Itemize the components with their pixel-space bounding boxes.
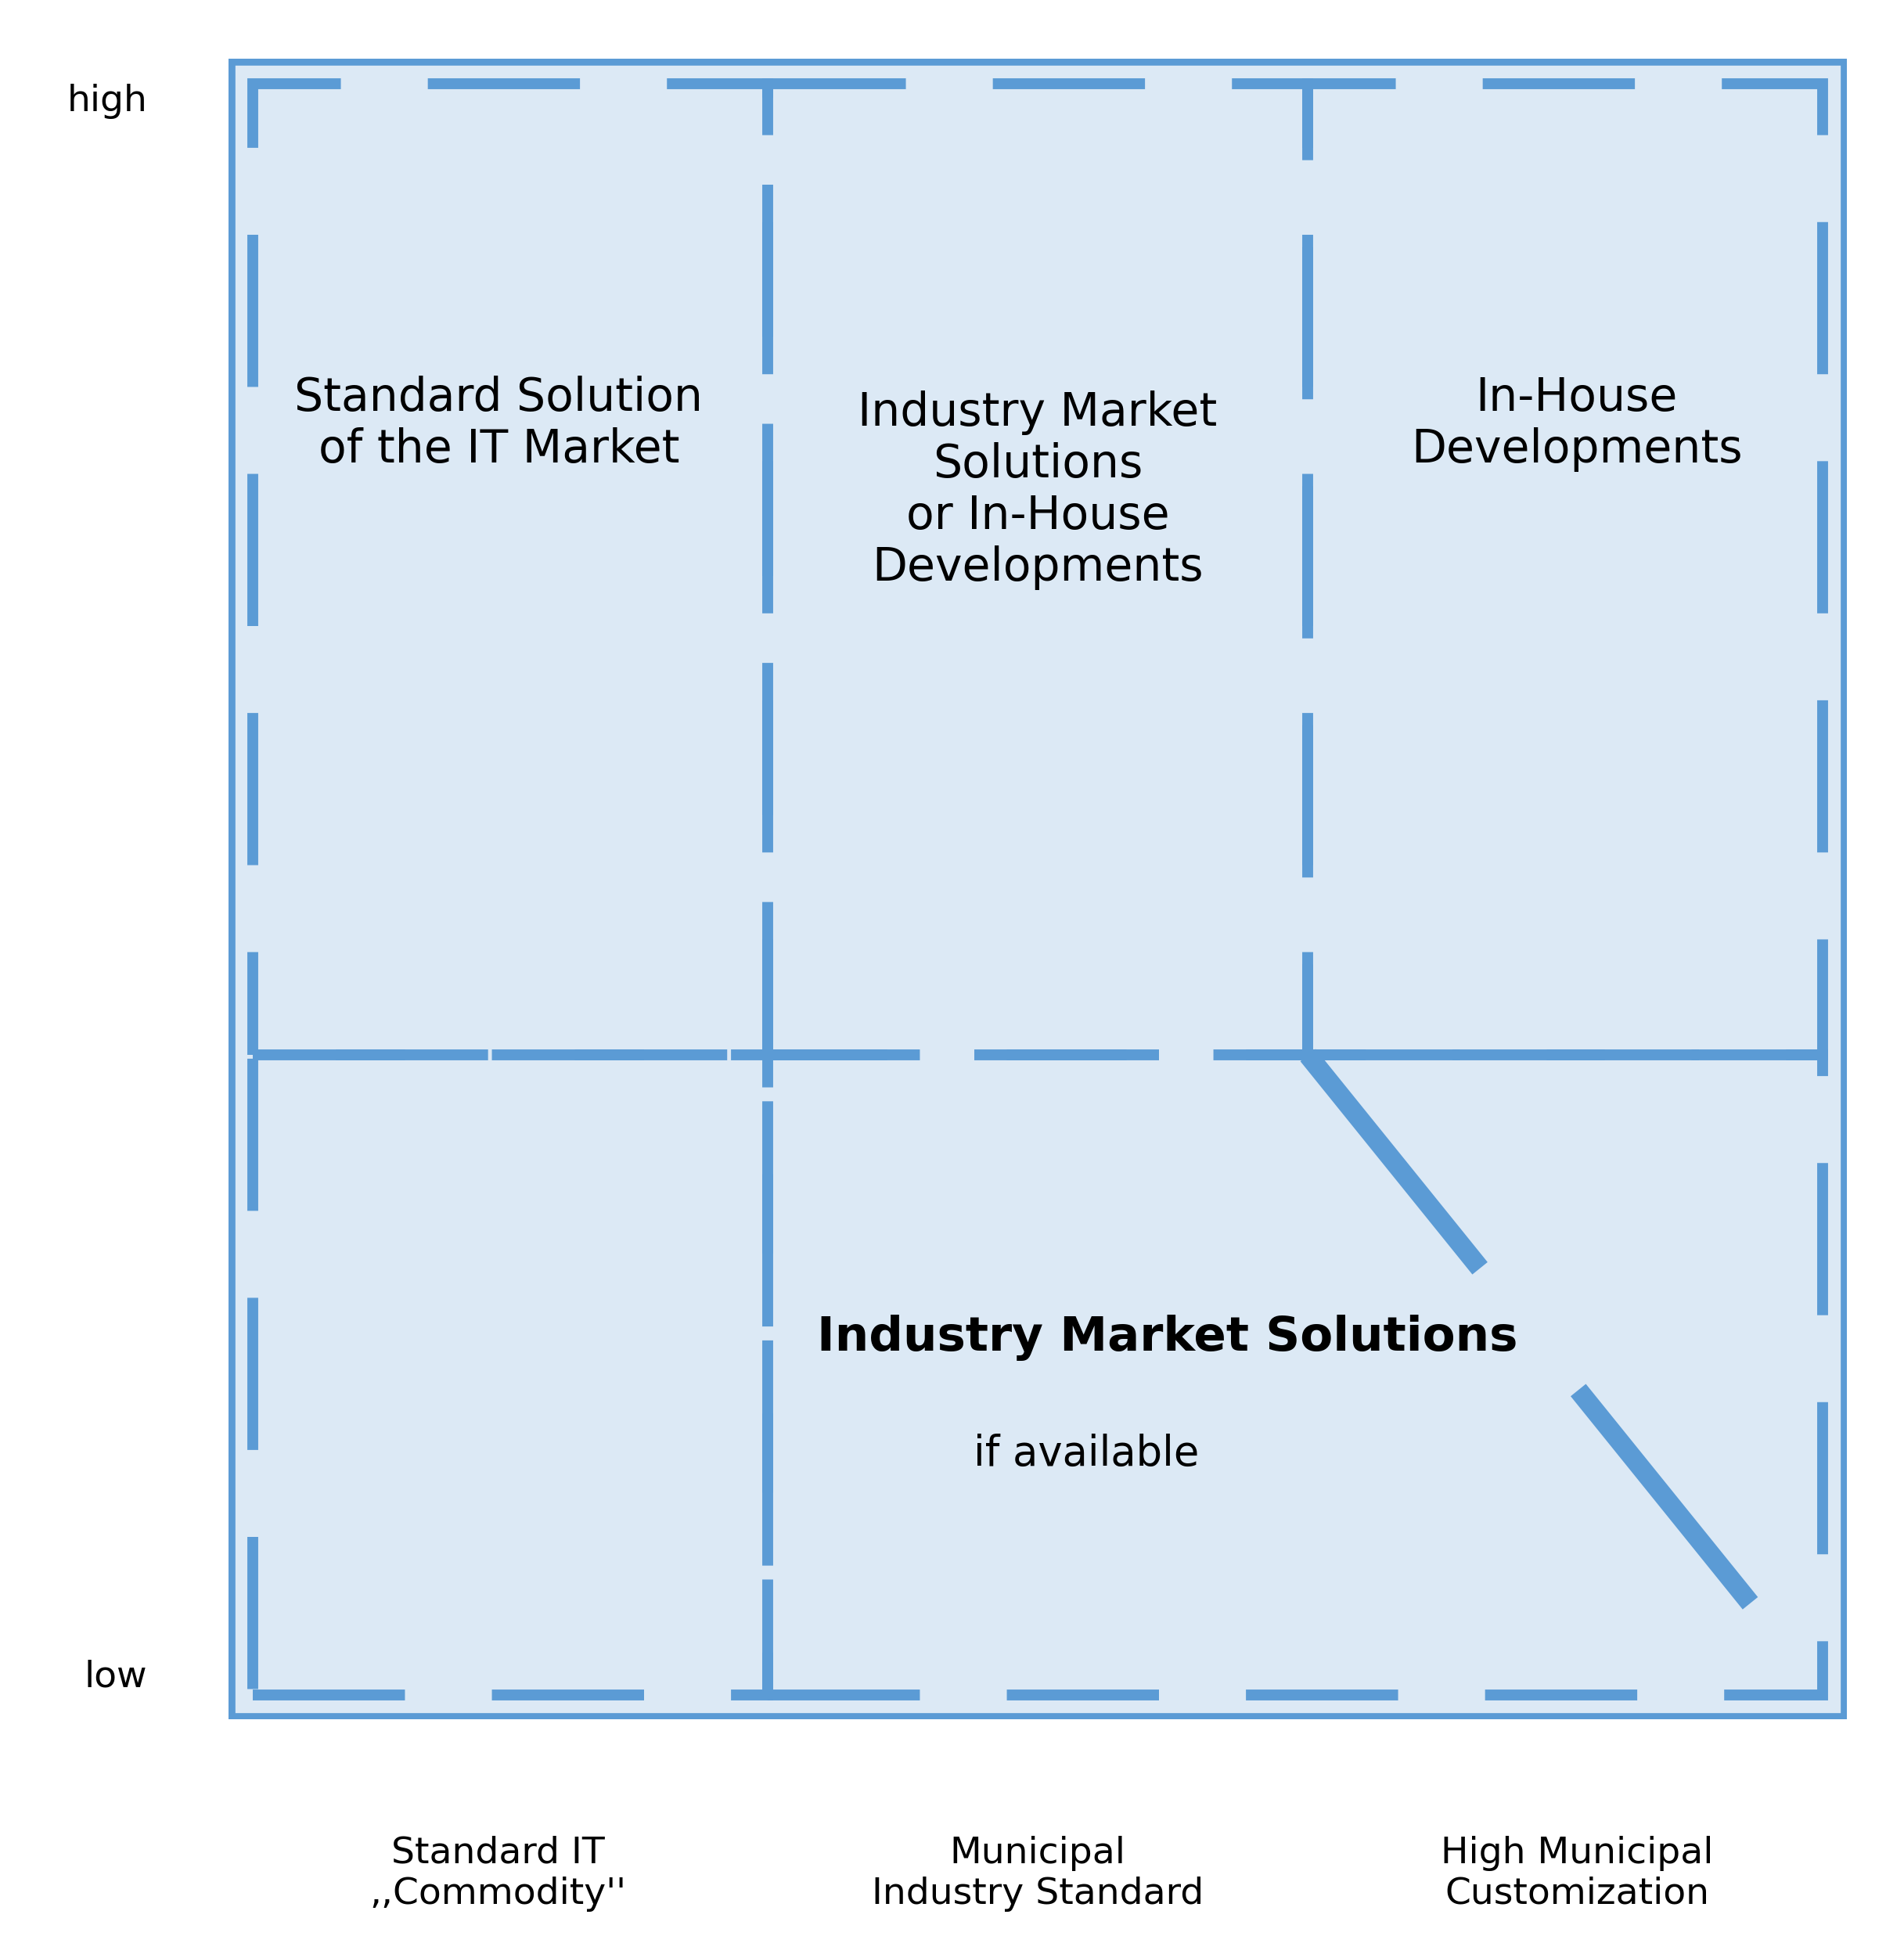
Text: Industry Market Solutions: Industry Market Solutions xyxy=(817,1315,1517,1360)
Text: Standard Solution
of the IT Market: Standard Solution of the IT Market xyxy=(295,375,703,473)
Bar xyxy=(253,84,767,1055)
Text: Municipal
Industry Standard: Municipal Industry Standard xyxy=(872,1837,1203,1911)
Bar xyxy=(1308,84,1822,1055)
Text: In-House
Developments: In-House Developments xyxy=(1411,375,1742,473)
Text: High Municipal
Customization: High Municipal Customization xyxy=(1441,1837,1714,1911)
Text: if available: if available xyxy=(973,1434,1200,1473)
Bar xyxy=(253,1055,767,1694)
Bar xyxy=(767,84,1308,1055)
Bar xyxy=(767,1055,1822,1694)
Text: high: high xyxy=(67,84,149,119)
Text: low: low xyxy=(84,1659,149,1694)
Text: Standard IT
,,Commodity'': Standard IT ,,Commodity'' xyxy=(369,1837,626,1911)
Text: Industry Market
Solutions
or In-House
Developments: Industry Market Solutions or In-House De… xyxy=(859,391,1217,590)
